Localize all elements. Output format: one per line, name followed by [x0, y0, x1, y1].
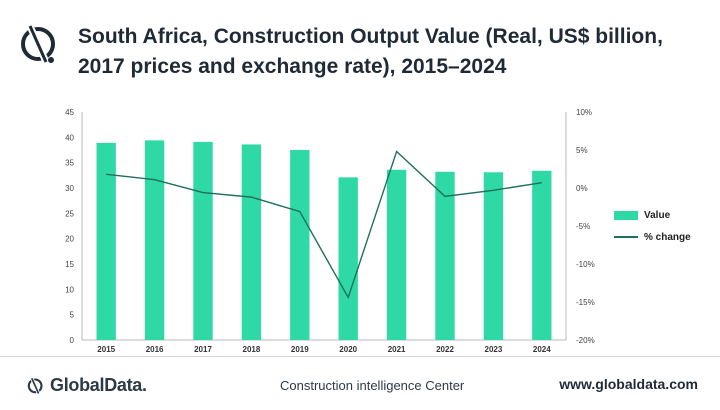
legend-label-value: Value — [644, 209, 671, 221]
y-tick-label-right: 5% — [576, 146, 588, 155]
series-line-pct-change — [106, 150, 542, 300]
bar — [193, 141, 213, 340]
y-tick-label-left: 5 — [70, 311, 75, 320]
legend-swatch-line — [614, 236, 638, 238]
y-tick-label-left: 35 — [65, 159, 74, 168]
globaldata-small-logo-icon — [27, 377, 43, 395]
y-tick-label-right: -15% — [576, 298, 595, 307]
bar — [290, 150, 310, 340]
y-tick-label-right: -20% — [576, 336, 595, 345]
bar — [241, 144, 262, 340]
y-tick-label-right: 10% — [576, 108, 592, 117]
y-tick-label-left: 30 — [65, 184, 74, 193]
x-tick-label: 2024 — [533, 345, 551, 354]
footer-divider — [0, 356, 720, 357]
y-tick-label-right: -10% — [576, 260, 595, 269]
y-tick-label-left: 10 — [65, 285, 74, 294]
bar — [338, 177, 358, 340]
y-tick-label-left: 40 — [65, 133, 74, 142]
x-tick-label: 2020 — [339, 345, 357, 354]
bar — [532, 170, 552, 340]
legend-item-change: % change — [614, 226, 691, 248]
y-tick-label-left: 20 — [65, 235, 74, 244]
y-tick-label-left: 0 — [70, 336, 75, 345]
footer-url[interactable]: www.globaldata.com — [559, 376, 698, 392]
bar — [435, 171, 455, 340]
legend-swatch-bar — [614, 210, 638, 220]
x-tick-label: 2018 — [243, 345, 261, 354]
footer-brand: GlobalData. — [26, 374, 147, 396]
brand-name: GlobalData. — [50, 374, 147, 395]
bar — [144, 140, 165, 340]
y-tick-label-right: 0% — [576, 184, 588, 193]
y-tick-label-right: -5% — [576, 222, 590, 231]
globaldata-logo-icon — [21, 24, 55, 64]
x-tick-label: 2017 — [194, 345, 212, 354]
chart-area: 0 5 10 15 20 25 30 35 40 45 -20% -15% -10% -5% 0% 5% 10%… — [65, 108, 595, 354]
x-tick-label: 2021 — [388, 345, 406, 354]
y-tick-label-left: 15 — [65, 260, 74, 269]
y-tick-label-left: 25 — [65, 209, 74, 218]
legend-label-change: % change — [644, 231, 691, 243]
chart-title: South Africa, Construction Output Value … — [78, 25, 663, 78]
x-tick-label: 2015 — [97, 345, 115, 354]
bar — [96, 142, 116, 340]
x-tick-label: 2016 — [146, 345, 164, 354]
legend-item-value: Value — [614, 204, 691, 226]
bar — [386, 169, 407, 340]
footer-center-text: Construction intelligence Center — [280, 378, 465, 393]
y-tick-label-left: 45 — [65, 108, 74, 117]
chart-legend: Value % change — [614, 204, 691, 248]
x-tick-label: 2023 — [485, 345, 503, 354]
x-tick-label: 2022 — [436, 345, 454, 354]
x-tick-label: 2019 — [291, 345, 309, 354]
bar — [483, 172, 504, 340]
